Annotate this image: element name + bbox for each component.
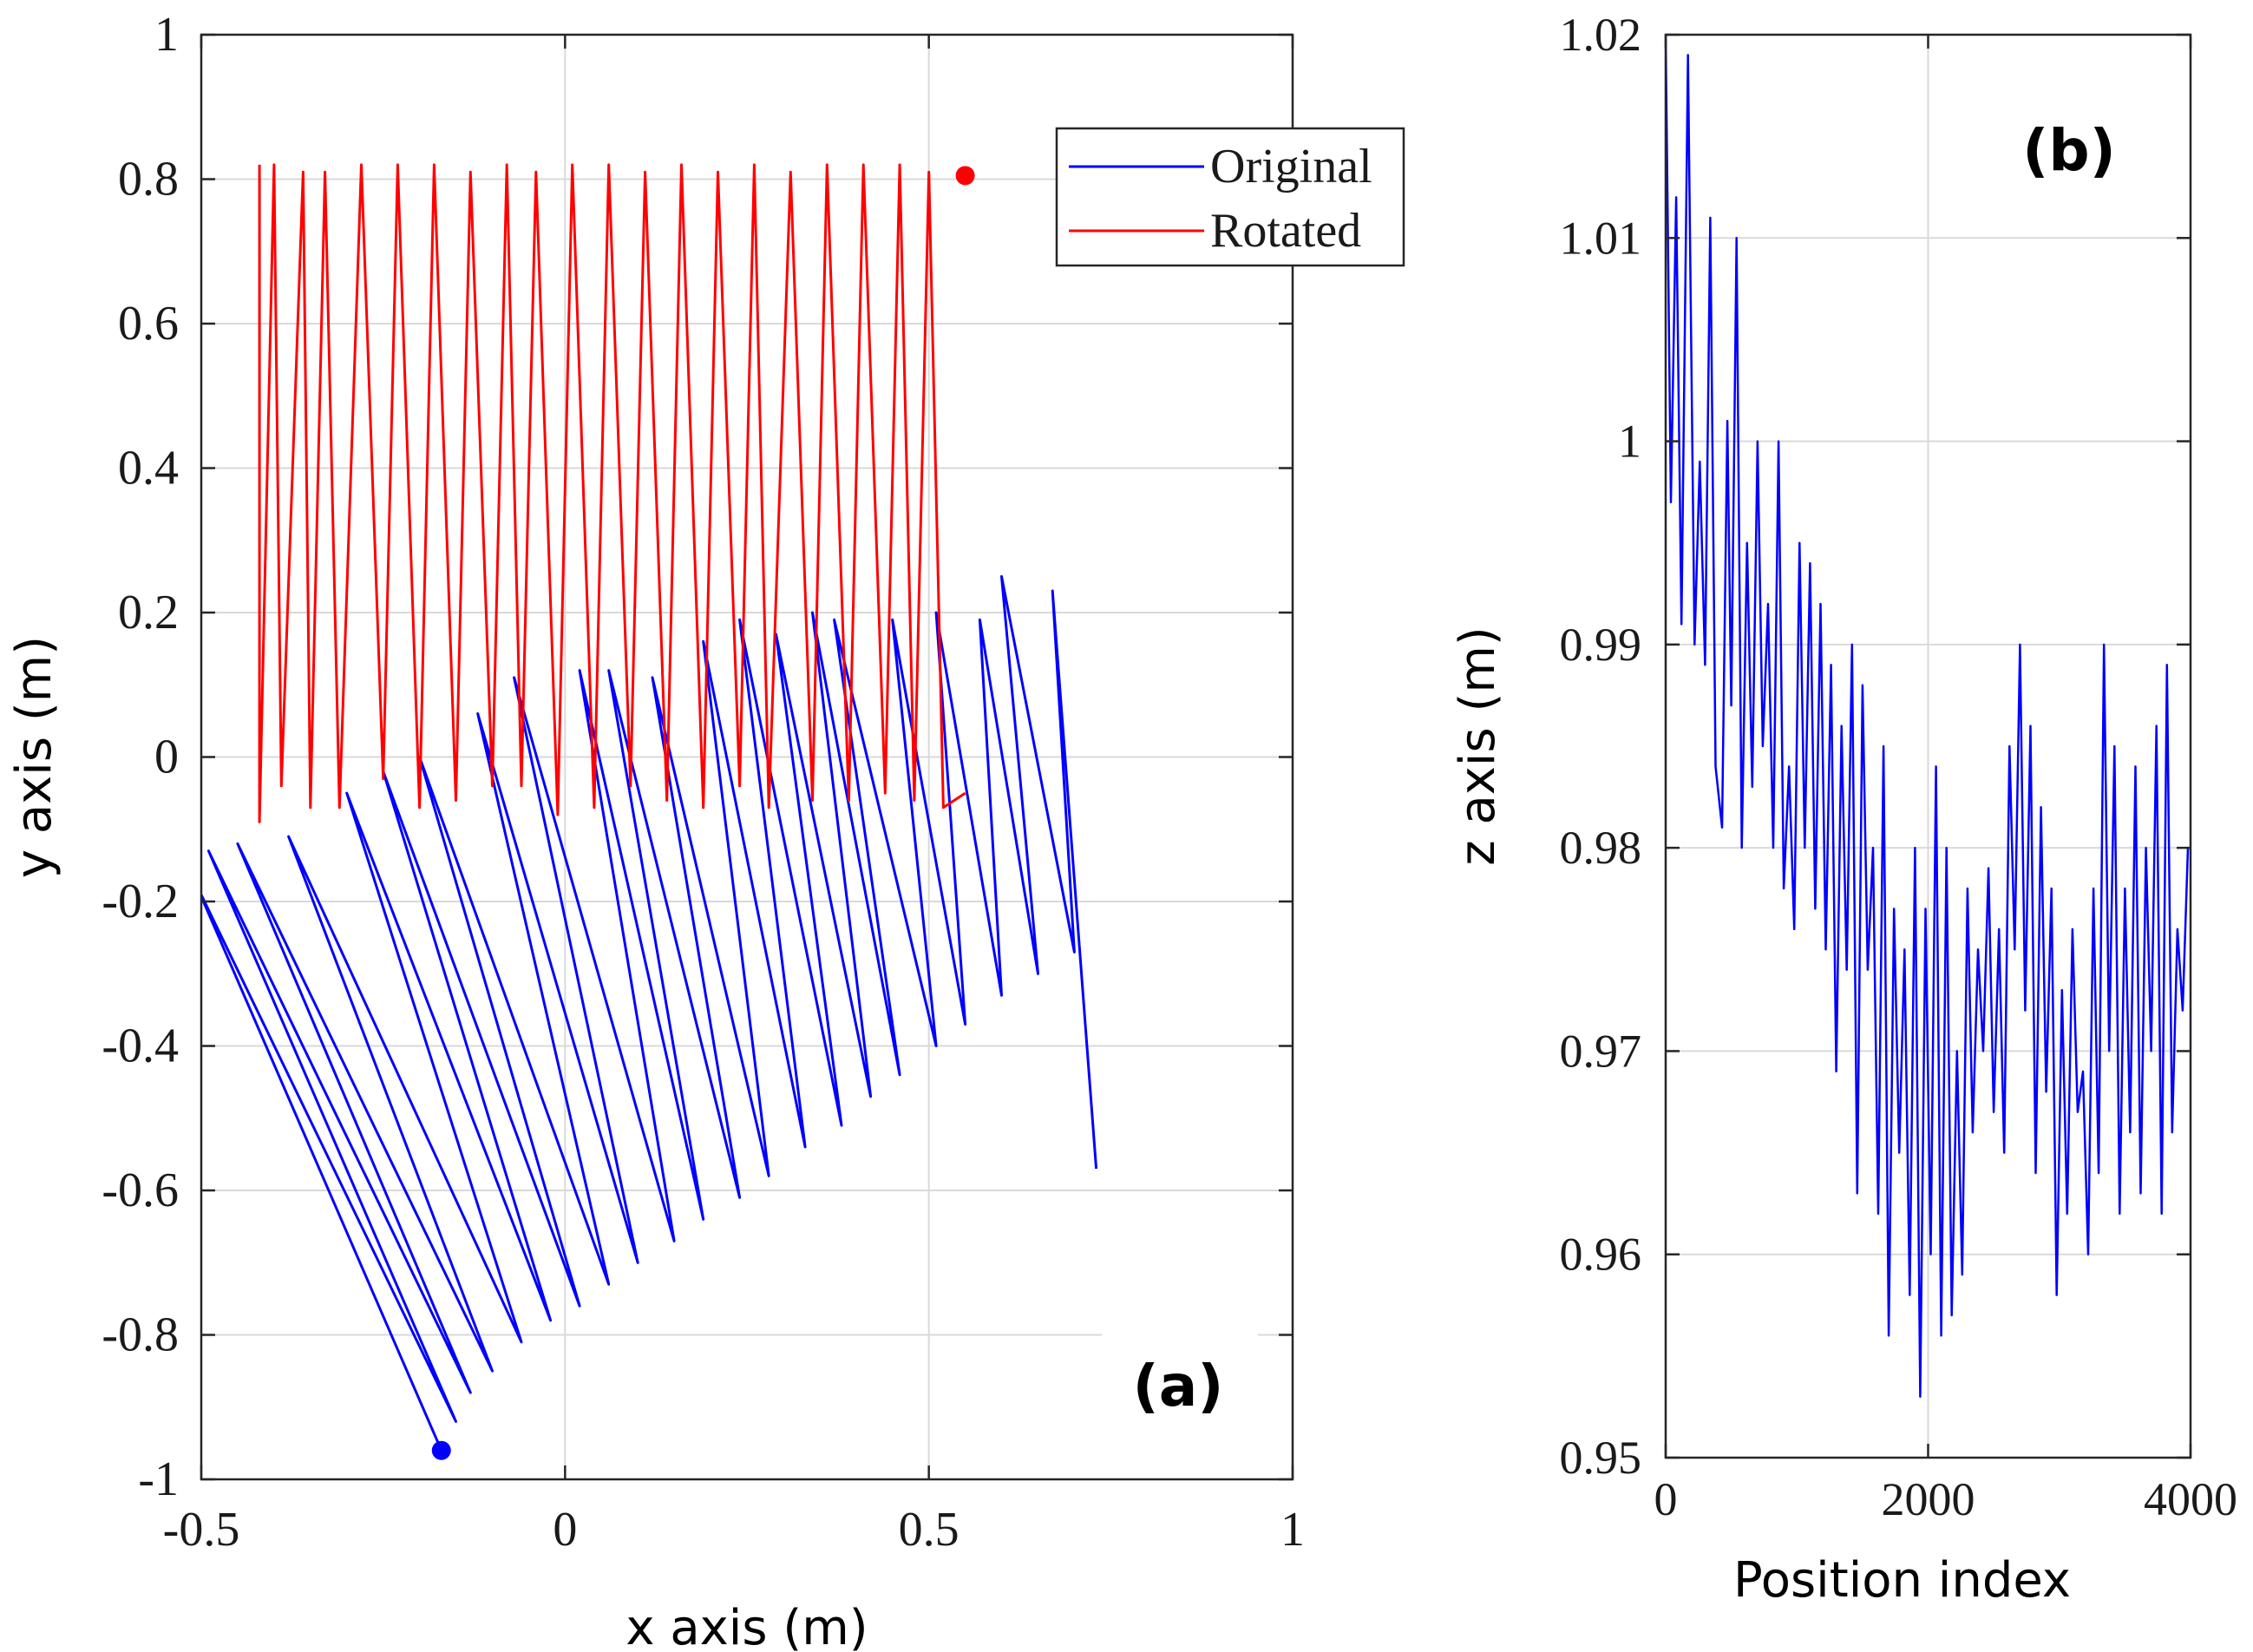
y-tick-label: 0.99 bbox=[1560, 619, 1642, 671]
y-tick-label: 0.6 bbox=[118, 297, 179, 351]
y-tick-label: 0.96 bbox=[1560, 1229, 1642, 1281]
panel-label-background bbox=[1102, 1328, 1258, 1440]
y-tick-label: 1 bbox=[154, 8, 179, 62]
legend-box bbox=[1055, 127, 1405, 267]
y-tick-label: -0.4 bbox=[102, 1019, 179, 1073]
marker-rotated bbox=[955, 166, 975, 186]
legend: Original Rotated bbox=[1055, 127, 1405, 267]
y-tick-label: -0.6 bbox=[102, 1164, 179, 1217]
series-line-rotated bbox=[258, 163, 966, 823]
x-axis-label: Position index bbox=[1733, 1552, 2071, 1609]
panel-label: (b) bbox=[2022, 117, 2116, 184]
x-tick-label: 4000 bbox=[2144, 1473, 2237, 1525]
y-tick-label: 0 bbox=[154, 731, 179, 784]
legend-label-original: Original bbox=[1210, 140, 1372, 193]
y-axis-label: z axis (m) bbox=[1450, 626, 1506, 865]
marker-original bbox=[431, 1440, 451, 1460]
y-tick-label: -0.2 bbox=[102, 875, 179, 928]
y-tick-label: 1.01 bbox=[1560, 212, 1642, 264]
series-line-z bbox=[1666, 35, 2190, 1398]
y-tick-label: 0.95 bbox=[1560, 1432, 1642, 1484]
y-tick-label: 0.2 bbox=[118, 586, 179, 639]
y-tick-label: 0.8 bbox=[118, 153, 179, 206]
y-tick-label: -0.8 bbox=[102, 1308, 179, 1362]
x-tick-label: 0.5 bbox=[899, 1503, 959, 1557]
y-tick-label: 0.4 bbox=[118, 442, 179, 495]
y-axis-label: y axis (m) bbox=[6, 636, 62, 878]
data-layer bbox=[201, 163, 1098, 1452]
y-tick-label: 0.97 bbox=[1560, 1025, 1642, 1077]
y-tick-label: 0.98 bbox=[1560, 822, 1642, 874]
y-tick-label: -1 bbox=[138, 1452, 179, 1506]
y-tick-label: 1.02 bbox=[1560, 9, 1642, 61]
series-line-original bbox=[201, 574, 1098, 1452]
x-tick-label: -0.5 bbox=[163, 1503, 240, 1557]
x-tick-label: 0 bbox=[553, 1503, 577, 1557]
x-tick-label: 2000 bbox=[1882, 1473, 1975, 1525]
panel-label: (a) bbox=[1133, 1353, 1224, 1419]
panel-b: 0 2000 4000 0.95 0.96 0.97 0.98 0.99 1 1.01 1.02 Po… bbox=[1450, 9, 2237, 1609]
x-axis-label: x axis (m) bbox=[625, 1600, 868, 1652]
legend-label-rotated: Rotated bbox=[1210, 204, 1361, 258]
data-layer bbox=[1666, 35, 2190, 1398]
panel-a: -0.5 0 0.5 1 -1 -0.8 -0.6 -0.4 -0.2 0 0.2 0.4 0.6 0.8… bbox=[6, 8, 1405, 1652]
y-tick-label: 1 bbox=[1618, 416, 1641, 468]
x-tick-label: 0 bbox=[1654, 1473, 1678, 1525]
x-tick-label: 1 bbox=[1280, 1503, 1305, 1557]
